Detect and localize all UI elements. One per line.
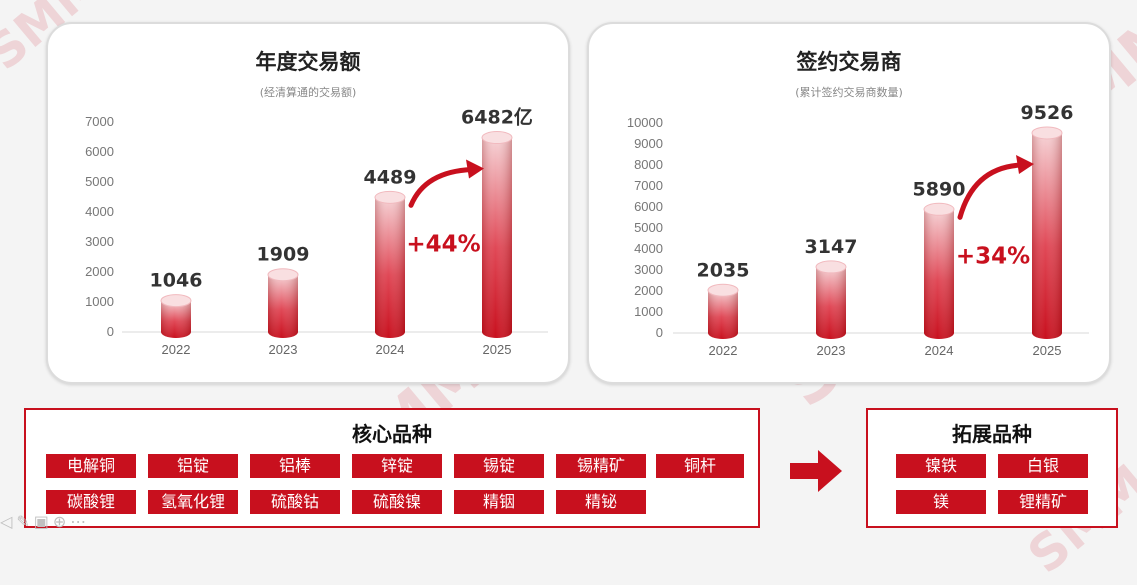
bar-top [923, 202, 955, 216]
core-varieties-panel: 核心品种 电解铜 铝锭 铝棒 锌锭 锡锭 锡精矿 铜杆 碳酸锂 氢氧化锂 硫酸钴… [24, 408, 760, 528]
core-variety-tag: 电解铜 [46, 454, 136, 478]
y-tick-label: 3000 [85, 234, 114, 249]
core-variety-tag: 锌锭 [352, 454, 442, 478]
y-tick-label: 8000 [634, 157, 663, 172]
core-variety-tag: 硫酸钴 [250, 490, 340, 514]
chart-card-transaction-volume: 年度交易额 (经清算通的交易额) 0 1000 2000 3000 4000 5000 60… [46, 22, 570, 384]
bar-top [815, 260, 847, 274]
bar-top [374, 190, 406, 204]
core-variety-tag: 氢氧化锂 [148, 490, 238, 514]
core-variety-tag: 铝锭 [148, 454, 238, 478]
extended-variety-tag: 镁 [896, 490, 986, 514]
y-tick-label: 10000 [627, 115, 663, 130]
core-variety-tag: 锡精矿 [556, 454, 646, 478]
bar-shade [1032, 132, 1062, 339]
x-tick-label: 2023 [269, 342, 298, 357]
y-tick-label: 0 [656, 325, 663, 340]
slides-icon[interactable]: ▣ [33, 512, 53, 531]
data-label: 1909 [257, 244, 310, 266]
y-tick-label: 4000 [85, 204, 114, 219]
pen-icon[interactable]: ✎ [16, 512, 34, 531]
bar-top [160, 294, 192, 308]
x-tick-label: 2022 [709, 343, 738, 358]
bar-top [1031, 126, 1063, 140]
bar-shade [268, 274, 298, 338]
core-variety-tag: 碳酸锂 [46, 490, 136, 514]
slide-toolbar: ◁✎▣⊕⋯ [0, 512, 90, 531]
x-tick-label: 2024 [376, 342, 405, 357]
chart-title: 签约交易商 [796, 50, 902, 74]
chart-card-signed-traders: 签约交易商 (累计签约交易商数量) 0 1000 2000 3000 4000 5000 6… [587, 22, 1111, 384]
y-tick-label: 6000 [634, 199, 663, 214]
zoom-icon[interactable]: ⊕ [52, 512, 71, 531]
data-label: 5890 [913, 178, 966, 200]
y-tick-label: 1000 [634, 304, 663, 319]
y-tick-label: 9000 [634, 136, 663, 151]
y-tick-label: 7000 [85, 114, 114, 129]
y-tick-label: 0 [107, 324, 114, 339]
x-tick-label: 2024 [925, 343, 954, 358]
data-label: 6482亿 [461, 106, 533, 129]
x-tick-label: 2023 [817, 343, 846, 358]
growth-arrow [408, 167, 475, 208]
growth-label: +44% [406, 231, 480, 257]
right-arrow-icon [790, 450, 842, 492]
data-label: 3147 [805, 236, 858, 258]
core-variety-tag: 铜杆 [656, 454, 744, 478]
core-variety-tag: 精铋 [556, 490, 646, 514]
data-label: 2035 [697, 259, 750, 281]
y-tick-label: 6000 [85, 144, 114, 159]
bar-shade [161, 300, 191, 338]
extended-variety-tag: 镍铁 [896, 454, 986, 478]
core-variety-tag: 铝棒 [250, 454, 340, 478]
bar-top [481, 131, 513, 145]
growth-arrow-head [466, 159, 484, 179]
extended-variety-tag: 锂精矿 [998, 490, 1088, 514]
x-tick-label: 2022 [162, 342, 191, 357]
bar-chart-transaction-volume: 0 1000 2000 3000 4000 5000 6000 7000 2022 1046 202… [85, 106, 548, 357]
bar-shade [924, 209, 954, 339]
data-label: 9526 [1021, 102, 1074, 124]
y-tick-label: 7000 [634, 178, 663, 193]
y-tick-label: 5000 [85, 174, 114, 189]
more-icon[interactable]: ⋯ [70, 512, 91, 531]
bar-top [267, 268, 299, 282]
core-variety-tag: 硫酸镍 [352, 490, 442, 514]
data-label: 1046 [150, 270, 203, 292]
extended-varieties-title: 拓展品种 [952, 422, 1032, 446]
extended-varieties-panel: 拓展品种 镍铁 白银 镁 锂精矿 [866, 408, 1118, 528]
extended-variety-tag: 白银 [998, 454, 1088, 478]
bar-shade [708, 290, 738, 339]
y-tick-label: 2000 [85, 264, 114, 279]
growth-arrow [957, 162, 1025, 220]
bar-top [707, 283, 739, 297]
y-tick-label: 5000 [634, 220, 663, 235]
x-tick-label: 2025 [1033, 343, 1062, 358]
growth-arrow-head [1016, 154, 1034, 174]
prev-icon[interactable]: ◁ [0, 512, 17, 531]
y-tick-label: 2000 [634, 283, 663, 298]
x-tick-label: 2025 [483, 342, 512, 357]
chart-subtitle: (经清算通的交易额) [259, 86, 357, 99]
data-label: 4489 [364, 166, 417, 188]
bar-chart-signed-traders: 0 1000 2000 3000 4000 5000 6000 7000 8000 9000 100… [627, 102, 1089, 358]
core-varieties-title: 核心品种 [352, 422, 432, 446]
core-variety-tag: 精铟 [454, 490, 544, 514]
y-tick-label: 4000 [634, 241, 663, 256]
y-tick-label: 1000 [85, 294, 114, 309]
growth-label: +34% [956, 243, 1030, 269]
bar-shade [482, 137, 512, 338]
core-variety-tag: 锡锭 [454, 454, 544, 478]
bar-shade [375, 197, 405, 338]
chart-title: 年度交易额 [255, 50, 361, 74]
y-tick-label: 3000 [634, 262, 663, 277]
chart-subtitle: (累计签约交易商数量) [795, 86, 903, 99]
bar-shade [816, 266, 846, 339]
